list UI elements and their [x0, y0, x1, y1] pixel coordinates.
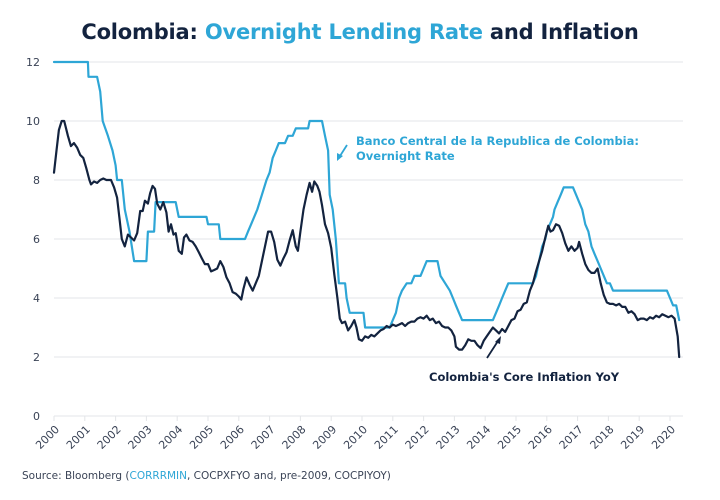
x-tick-label: 2002: [95, 423, 124, 452]
overnight-rate-annotation: Banco Central de la Republica de Colombi…: [356, 134, 639, 164]
core-inflation-annotation: Colombia's Core Inflation YoY: [429, 370, 620, 384]
chart-title: Colombia: Overnight Lending Rate and Inf…: [0, 20, 720, 44]
y-tick-label: 6: [33, 233, 40, 246]
source-suffix: , COCPXFYO and, pre-2009, COCPIYOY): [187, 470, 391, 482]
x-axis: 2000 2001 2002 2003 2004 2005 2006 2007 2008 2009…: [33, 416, 678, 452]
x-tick-label: 2005: [187, 423, 216, 452]
source-ticker-link: CORRRMIN: [129, 470, 188, 482]
x-tick-label: 2013: [434, 423, 463, 452]
overnight-rate-line: [52, 60, 681, 329]
overnight-arrow-icon: [339, 144, 348, 157]
x-tick-label: 2008: [280, 423, 309, 452]
x-tick-label: 2016: [526, 423, 555, 452]
inflation-arrowhead-icon: [495, 336, 501, 344]
y-axis-ticks: 0 2 4 6 8 10 12: [26, 56, 40, 423]
y-tick-label: 8: [33, 174, 40, 187]
x-tick-label: 2020: [649, 423, 678, 452]
overnight-arrowhead-icon: [337, 153, 343, 161]
source-prefix: Source: Bloomberg (: [22, 470, 130, 482]
x-tick-label: 2015: [495, 423, 524, 452]
x-tick-label: 2003: [126, 423, 155, 452]
annotation-arrows: [337, 144, 501, 359]
source-note: Source: Bloomberg (CORRRMIN, COCPXFYO an…: [22, 470, 391, 482]
x-tick-label: 2007: [249, 423, 278, 452]
x-tick-label: 2009: [310, 423, 339, 452]
core-inflation-line: [52, 119, 681, 359]
y-tick-label: 2: [33, 351, 40, 364]
overnight-annotation-line1: Banco Central de la Republica de Colombi…: [356, 134, 639, 148]
x-tick-label: 2018: [588, 423, 617, 452]
x-tick-label: 2000: [33, 423, 62, 452]
inflation-arrow-icon: [486, 340, 499, 359]
title-suffix: and Inflation: [482, 20, 639, 44]
x-tick-label: 2010: [341, 423, 370, 452]
title-highlight: Overnight Lending Rate: [204, 20, 483, 44]
x-tick-label: 2006: [218, 423, 247, 452]
y-tick-label: 0: [33, 410, 40, 423]
overnight-annotation-line2: Overnight Rate: [356, 149, 455, 163]
series-lines: [52, 60, 681, 359]
x-tick-label: 2019: [618, 423, 647, 452]
x-tick-label: 2004: [156, 423, 185, 452]
y-tick-label: 12: [26, 56, 40, 69]
title-prefix: Colombia:: [81, 20, 205, 44]
x-tick-label: 2011: [372, 423, 401, 452]
x-tick-label: 2014: [464, 423, 493, 452]
y-tick-label: 4: [33, 292, 40, 305]
y-tick-label: 10: [26, 115, 40, 128]
x-tick-label: 2001: [64, 423, 93, 452]
x-tick-label: 2012: [403, 423, 432, 452]
x-tick-label: 2017: [557, 423, 586, 452]
gridlines: [54, 61, 683, 417]
